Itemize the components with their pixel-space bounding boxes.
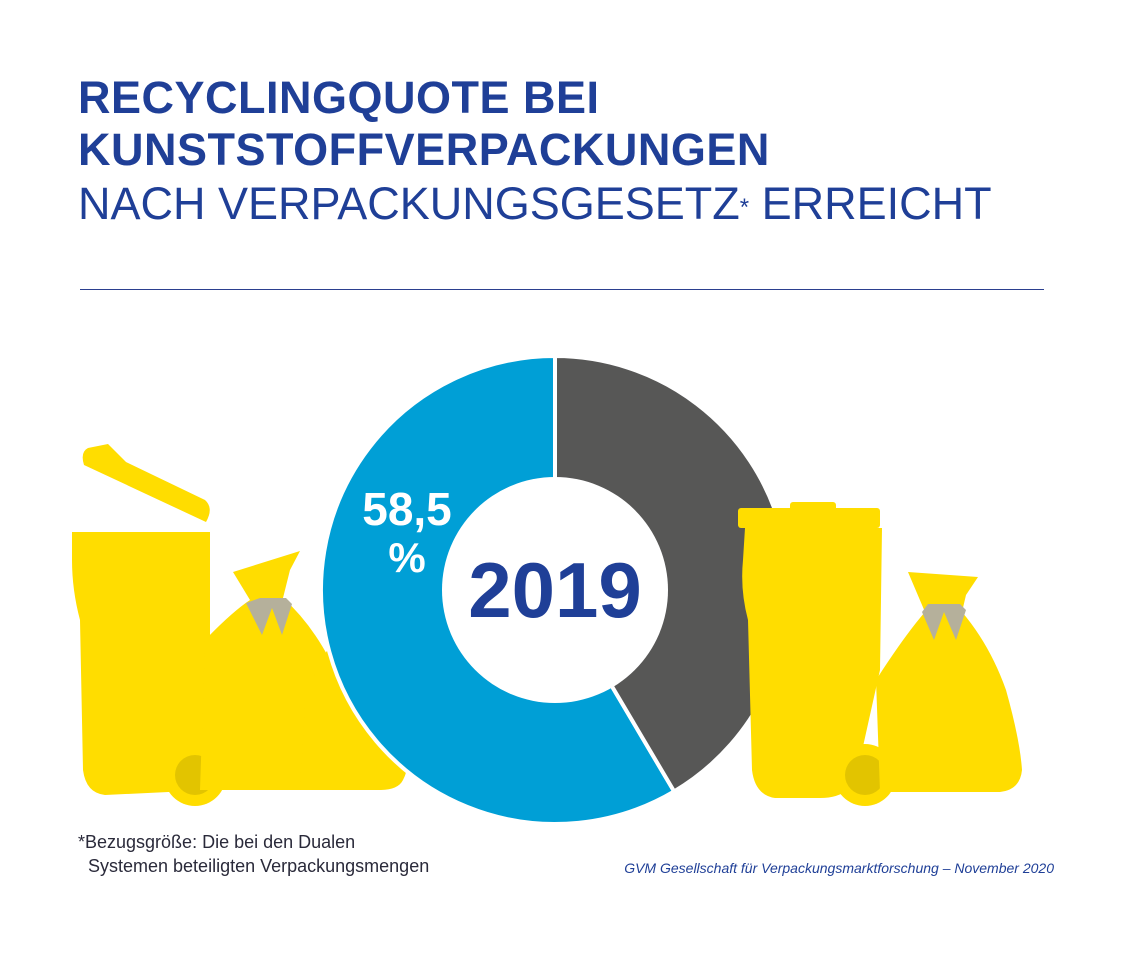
yellow-bin-with-lid-icon	[72, 444, 226, 806]
chart-title-line-1: RECYCLINGQUOTE BEI	[78, 72, 600, 123]
footnote-line-1: *Bezugsgröße: Die bei den Dualen	[78, 832, 356, 852]
donut-center-hole	[442, 477, 668, 703]
chart-title-line-2: KUNSTSTOFFVERPACKUNGEN	[78, 124, 770, 175]
title-block: RECYCLINGQUOTE BEI KUNSTSTOFFVERPACKUNGE…	[78, 72, 1058, 232]
recycled-share-unit: %	[388, 534, 425, 581]
footnote-line-2: Systemen beteiligten Verpackungsmengen	[88, 856, 430, 876]
chart-subtitle: NACH VERPACKUNGSGESETZ* ERREICHT	[78, 176, 1058, 232]
yellow-bin-icon	[738, 502, 896, 806]
yellow-bag-icon	[876, 572, 1022, 792]
recycled-share-value: 58,5	[362, 483, 452, 535]
subtitle-main-text: NACH VERPACKUNGSGESETZ	[78, 178, 740, 229]
title-divider	[80, 289, 1044, 290]
subtitle-asterisk: *	[739, 194, 750, 221]
center-year-label: 2019	[468, 546, 642, 634]
subtitle-end-text: ERREICHT	[749, 178, 992, 229]
source-credit: GVM Gesellschaft für Verpackungsmarktfor…	[624, 860, 1054, 876]
footnote: *Bezugsgröße: Die bei den Dualen Systeme…	[78, 830, 429, 878]
